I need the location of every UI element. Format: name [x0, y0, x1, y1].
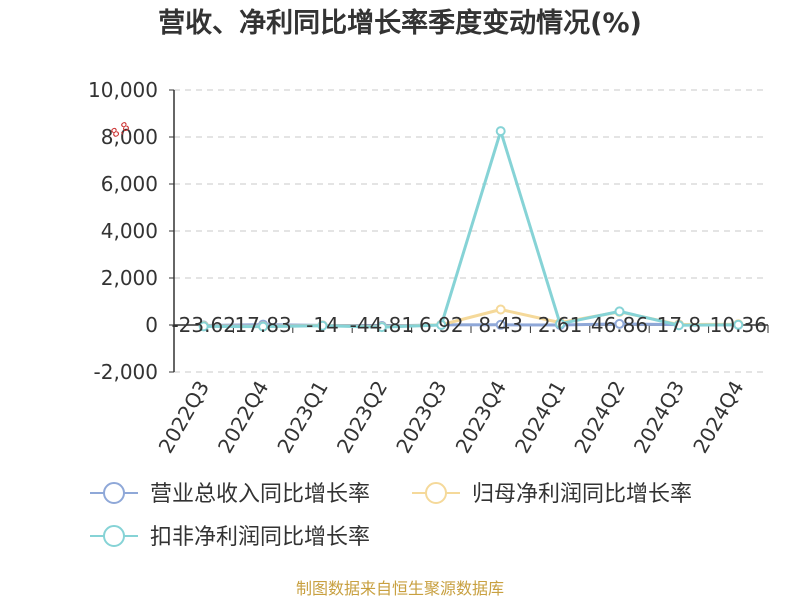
x-tick-label: 2022Q3	[154, 377, 214, 458]
legend-label: 归母净利润同比增长率	[472, 482, 692, 507]
series-point-3	[495, 126, 506, 137]
x-tick-label: 2024Q3	[629, 377, 689, 458]
series-point-3	[376, 322, 387, 333]
chart-title: 营收、净利同比增长率季度变动情况(%)	[158, 7, 642, 39]
series-point-3	[436, 320, 447, 330]
legend-swatch-marker	[103, 525, 125, 547]
series-point-3	[258, 321, 269, 332]
data-label: -23.62	[171, 313, 235, 337]
legend-label: 营业总收入同比增长率	[150, 482, 370, 507]
data-label: 17.8	[657, 313, 702, 337]
data-label: -44.81	[350, 313, 414, 337]
y-tick-label: 6,000	[101, 172, 158, 196]
series-point-2	[495, 304, 506, 315]
x-tick-label: 2022Q4	[213, 377, 273, 458]
data-label: 17.83	[234, 313, 291, 337]
x-tick-label: 2024Q1	[510, 377, 570, 458]
legend-swatch-marker	[103, 482, 125, 504]
series-point-3	[673, 320, 684, 331]
y-tick-label: -2,000	[94, 360, 158, 384]
series-point-3	[733, 319, 744, 330]
y-tick-label: 8,000	[101, 125, 158, 149]
x-tick-label: 2023Q3	[391, 377, 451, 458]
y-tick-label: 2,000	[101, 266, 158, 290]
data-label: 10.36	[710, 313, 767, 337]
data-label: 46.86	[591, 313, 648, 337]
x-tick-label: 2023Q1	[272, 377, 332, 458]
x-tick-label: 2024Q4	[688, 377, 748, 458]
y-tick-label: 0	[145, 313, 158, 337]
series-point-3	[555, 318, 566, 329]
series-point-1	[614, 318, 625, 329]
source-note: 制图数据来自恒生聚源数据库	[296, 579, 504, 598]
series-point-3	[317, 320, 328, 331]
series-point-3	[198, 321, 209, 332]
legend-label: 扣非净利润同比增长率	[150, 525, 370, 550]
x-tick-label: 2023Q2	[332, 377, 392, 458]
legend-swatch-marker	[425, 482, 447, 504]
series-point-1	[495, 319, 506, 330]
grid	[174, 89, 768, 373]
data-label: 8.43	[478, 313, 523, 337]
data-label: 6.92	[419, 313, 464, 337]
series-point-3	[614, 306, 625, 317]
series-group	[198, 126, 744, 333]
y-tick-label: 10,000	[88, 78, 158, 102]
data-label: -14	[306, 313, 339, 337]
data-label: 2.61	[538, 313, 583, 337]
axes: 10,0008,0006,0004,0002,0000-2,0002022Q32…	[88, 78, 769, 458]
x-tick-label: 2024Q2	[569, 377, 629, 458]
series-line-3	[203, 129, 739, 329]
y-tick-label: 4,000	[101, 219, 158, 243]
x-tick-label: 2023Q4	[451, 377, 511, 458]
